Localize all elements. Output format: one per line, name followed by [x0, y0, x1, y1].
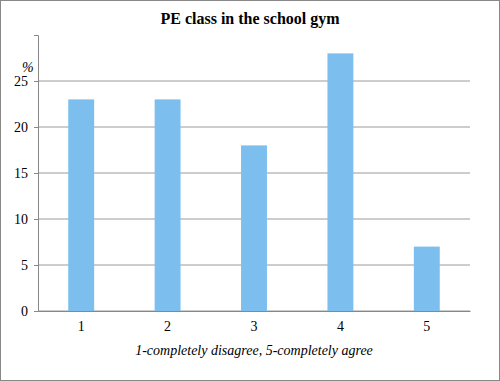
- bar: [68, 99, 94, 311]
- grid-line: [38, 81, 470, 82]
- y-tick-label: 15: [14, 166, 28, 181]
- bar: [414, 247, 440, 311]
- y-tick-label: 10: [14, 212, 28, 227]
- x-axis: 1 2 3 4 5: [39, 311, 471, 334]
- x-tick-label: 4: [337, 319, 344, 334]
- x-tick: 2: [164, 311, 171, 334]
- bar: [327, 53, 353, 311]
- title: PE class in the school gym: [160, 10, 340, 28]
- x-tick-label: 3: [251, 319, 258, 334]
- y-tick-mark: [34, 173, 38, 174]
- bar: [241, 145, 267, 311]
- y-tick: 15: [14, 166, 38, 181]
- y-tick-label: 25: [14, 74, 28, 89]
- chart: 0 5 10 15 20 25 1 2 3 4 5 PE class in the school gy…: [0, 0, 500, 381]
- y-tick-mark: [34, 127, 38, 128]
- y-tick-mark: [34, 219, 38, 220]
- chart-border: [1, 1, 500, 381]
- x-tick: 3: [251, 311, 258, 334]
- x-tick-label: 2: [164, 319, 171, 334]
- y-tick-mark: [34, 81, 38, 82]
- y-axis-line: [34, 36, 39, 312]
- x-tick-label: 5: [423, 319, 430, 334]
- y-axis-title: %: [22, 60, 34, 75]
- x-axis-line: [39, 311, 471, 312]
- x-tick: 5: [423, 311, 430, 334]
- y-tick-mark: [34, 265, 38, 266]
- bar: [155, 99, 181, 311]
- y-tick: 10: [14, 212, 38, 227]
- y-tick-label: 5: [21, 258, 28, 273]
- x-axis-title: 1-completely disagree, 5-completely agre…: [135, 343, 373, 358]
- y-tick: 20: [14, 120, 38, 135]
- y-tick-label: 0: [21, 304, 28, 319]
- bars: [68, 53, 440, 311]
- grid-line: [38, 127, 470, 128]
- y-tick-label: 20: [14, 120, 28, 135]
- x-tick: 1: [78, 311, 85, 334]
- x-tick-label: 1: [78, 319, 85, 334]
- x-tick: 4: [337, 311, 344, 334]
- y-tick: 25: [14, 74, 38, 89]
- y-tick-mark: [34, 311, 38, 312]
- y-axis: 0 5 10 15 20 25: [14, 36, 39, 319]
- y-tick: 0: [21, 304, 38, 319]
- y-tick: 5: [21, 258, 38, 273]
- grid: [38, 81, 470, 311]
